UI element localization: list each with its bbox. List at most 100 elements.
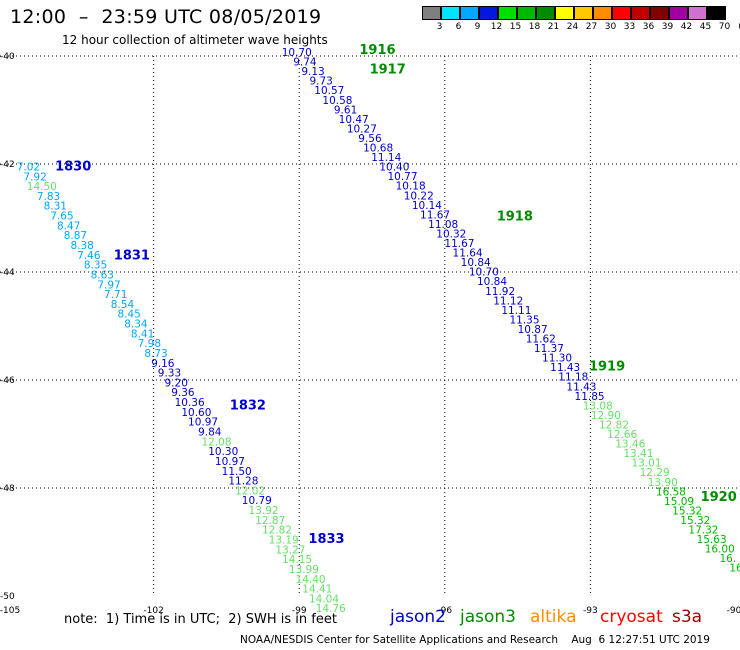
wave-height-value: 10.97 [215,456,245,468]
wave-height-value: 13.99 [289,564,319,576]
wave-height-value: 12.66 [607,429,637,441]
wave-height-value: 11.43 [566,381,596,393]
wave-height-value: 11.12 [493,295,523,307]
wave-height-value: 8.34 [124,319,148,331]
wave-height-value: 15.32 [680,515,710,527]
wave-height-value: 9.36 [171,387,195,399]
legend-label: 27 [585,22,598,32]
wave-height-value: 7.92 [23,171,46,183]
wave-height-value: 10.77 [387,171,417,183]
wave-height-value: 10.70 [282,47,312,59]
wave-height-value: 15.32 [672,505,702,517]
wave-height-value: 9.13 [301,66,324,78]
wave-height-value: 16.58 [656,486,686,498]
legend-label: 21 [547,22,560,32]
legend-swatch [441,6,460,20]
legend-swatch [498,6,517,20]
wave-height-value: 8.87 [64,230,87,242]
wave-height-value: 13.41 [623,448,653,460]
wave-height-value: 7.65 [50,211,73,223]
legend-label: 70 [718,22,731,32]
wave-height-value: 13.01 [631,458,661,470]
legend-label: 18 [528,22,541,32]
wave-height-value: 13.46 [615,439,645,451]
wave-height-value: 11.18 [558,372,588,384]
wave-height-value: 10.84 [461,257,491,269]
wave-height-value: 12.82 [262,525,292,537]
wave-height-value: 14.76 [316,603,346,615]
wave-height-value: 11.85 [575,391,605,403]
wave-height-value: 13.92 [249,505,279,517]
wave-height-value: 10.60 [181,407,211,419]
legend-unit: (ft) [733,22,740,32]
legend-swatch [688,6,707,20]
legend-label: 24 [566,22,579,32]
wave-height-value: 16.00 [705,544,735,556]
legend-swatch [612,6,631,20]
legend-label: 9 [474,22,481,32]
axis-tick-labels: -105 -102 -99 -96 -93 -90 -40 -42 -44 -46 -48 -50 [0,52,740,616]
wave-height-value: 14.04 [309,593,339,605]
x-tick-label: -99 [292,606,307,616]
wave-height-value: 13.19 [269,534,299,546]
wave-height-value: 8.54 [111,299,135,311]
wave-height-value: 10.84 [477,276,507,288]
wave-height-value: 8.41 [131,328,154,340]
wave-height-value: 11.28 [228,476,258,488]
wave-height-value: 7.02 [17,161,40,173]
wave-height-value: 10.68 [363,143,393,155]
wave-height-value: 12.90 [591,410,621,422]
wave-height-value: 10.58 [322,95,352,107]
legend-label: 45 [699,22,712,32]
chart-subtitle: 12 hour collection of altimeter wave hei… [62,33,328,47]
wave-height-value: 14.50 [27,181,57,193]
legend-swatch [593,6,612,20]
satellite-name: altika [530,607,577,627]
wave-height-value: 9.61 [334,104,357,116]
legend-swatch [479,6,498,20]
wave-height-value: 11.62 [526,334,556,346]
y-tick-label: -50 [0,592,15,602]
time-label: 1920 [701,490,737,505]
wave-height-value: 13.08 [583,400,613,412]
wave-height-value: 14.41 [302,584,332,596]
wave-height-value: 10.32 [436,228,466,240]
credit-line: NOAA/NESDIS Center for Satellite Applica… [240,634,710,646]
wave-height-value: 9.74 [293,57,317,69]
satellite-name: jason3 [460,607,516,627]
time-label: 1917 [370,62,406,77]
x-tick-label: -102 [143,606,163,616]
units-note: note: 1) Time is in UTC; 2) SWH is in fe… [64,612,337,627]
y-tick-label: -48 [0,484,15,494]
wave-height-value: 8.63 [91,269,114,281]
wave-height-value: 8.47 [57,220,80,232]
wave-height-value: 7.98 [138,338,161,350]
legend-swatch [536,6,555,20]
wave-height-value: 11.92 [485,286,515,298]
wave-height-value: 7.97 [97,279,120,291]
satellite-tracks: 10.709.749.139.7310.5710.589.6110.4710.2… [17,47,740,615]
wave-height-value: 11.43 [550,362,580,374]
wave-height-value: 10.18 [396,181,426,193]
wave-height-value: 12.08 [201,436,231,448]
wave-height-value: 7.46 [77,250,101,262]
wave-height-value: 11.11 [501,305,531,317]
wave-height-value: 15.09 [664,496,694,508]
y-tick-label: -44 [0,268,15,278]
wave-height-value: 12.29 [640,467,670,479]
wave-height-value: 14.40 [296,574,326,586]
wave-height-value: 10.27 [347,123,377,135]
legend-swatch [460,6,479,20]
legend-swatch [555,6,574,20]
wave-height-value: 11.35 [509,314,539,326]
time-label: 1919 [589,359,625,374]
time-label: 1832 [230,399,266,414]
legend-label: 36 [642,22,655,32]
wave-height-value: 11.08 [428,219,458,231]
wave-height-value: 7.83 [37,191,60,203]
legend-label: 15 [509,22,522,32]
wave-height-value: 10.47 [339,114,369,126]
wave-height-value: 12.87 [255,515,285,527]
wave-height-value: 11.50 [222,466,252,478]
